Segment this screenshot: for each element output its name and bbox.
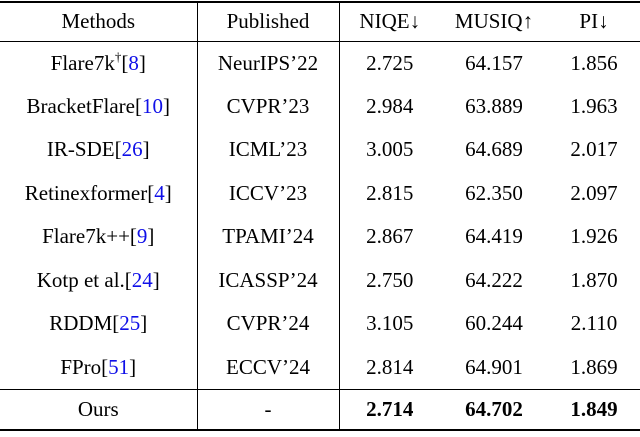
pi-cell: 1.849 (548, 388, 640, 430)
bracket: [ (114, 137, 122, 162)
citation-link[interactable]: 51 (108, 354, 130, 379)
method-name: Flare7k++ (42, 224, 130, 249)
musiq-cell: 64.157 (465, 50, 523, 75)
niqe-cell: 3.105 (366, 311, 414, 336)
col-header-musiq: MUSIQ↑ (440, 2, 548, 42)
bracket: ] (147, 224, 155, 249)
citation-link[interactable]: 4 (154, 180, 165, 205)
method-cell: Retinexformer[4] (0, 171, 198, 215)
method-name: RDDM (49, 311, 113, 336)
table-row: Flare7k†[8] NeurIPS’22 2.725 64.157 1.85… (0, 41, 640, 85)
niqe-cell: 2.815 (366, 180, 414, 205)
method-cell: FPro[51] (0, 345, 198, 389)
table-row: IR-SDE[26] ICML’23 3.005 64.689 2.017 (0, 128, 640, 172)
col-header-published: Published (197, 2, 340, 42)
bracket: [ (129, 224, 137, 249)
published-cell: ICCV’23 (197, 171, 340, 215)
niqe-cell: 2.714 (339, 388, 440, 430)
musiq-cell: 64.689 (465, 137, 523, 162)
table-row: Retinexformer[4] ICCV’23 2.815 62.350 2.… (0, 171, 640, 215)
niqe-cell: 2.814 (366, 354, 414, 379)
pi-cell: 2.110 (570, 311, 618, 336)
ours-row: Ours - 2.714 64.702 1.849 (0, 388, 640, 430)
published-cell: ICASSP’24 (197, 258, 340, 302)
pi-cell: 1.963 (570, 93, 618, 118)
header-row: Methods Published NIQE↓ MUSIQ↑ PI↓ (0, 2, 640, 42)
bracket: [ (101, 354, 109, 379)
pi-cell: 2.017 (570, 137, 618, 162)
musiq-cell: 60.244 (465, 311, 523, 336)
method-cell: BracketFlare[10] (0, 84, 198, 128)
method-cell: Kotp et al.[24] (0, 258, 198, 302)
musiq-cell: 64.901 (465, 354, 523, 379)
method-name: Retinexformer (24, 180, 148, 205)
bracket: ] (162, 93, 170, 118)
dagger-mark: † (114, 48, 122, 64)
published-cell: ECCV’24 (197, 345, 340, 389)
citation-link[interactable]: 26 (121, 137, 143, 162)
bracket: ] (138, 50, 146, 75)
published-cell: ICML’23 (197, 128, 340, 172)
table-row: BracketFlare[10] CVPR’23 2.984 63.889 1.… (0, 84, 640, 128)
musiq-cell: 63.889 (465, 93, 523, 118)
method-cell: RDDM[25] (0, 302, 198, 346)
niqe-cell: 2.867 (366, 224, 414, 249)
col-header-methods: Methods (0, 2, 198, 42)
bracket: [ (134, 93, 142, 118)
musiq-cell: 64.419 (465, 224, 523, 249)
citation-link[interactable]: 25 (119, 311, 141, 336)
pi-cell: 2.097 (570, 180, 618, 205)
method-cell: Flare7k†[8] (0, 41, 198, 85)
bracket: ] (164, 180, 172, 205)
bracket: ] (142, 137, 150, 162)
pi-cell: 1.926 (570, 224, 618, 249)
bracket: [ (112, 311, 120, 336)
musiq-cell: 64.702 (440, 388, 548, 430)
table-row: Kotp et al.[24] ICASSP’24 2.750 64.222 1… (0, 258, 640, 302)
table-row: Flare7k++[9] TPAMI’24 2.867 64.419 1.926 (0, 215, 640, 259)
method-cell: IR-SDE[26] (0, 128, 198, 172)
method-cell: Flare7k++[9] (0, 215, 198, 259)
published-cell: - (197, 388, 340, 430)
method-name: BracketFlare (26, 93, 135, 118)
bracket: ] (152, 267, 160, 292)
published-cell: CVPR’23 (197, 84, 340, 128)
niqe-cell: 2.725 (366, 50, 414, 75)
citation-link[interactable]: 8 (128, 50, 139, 75)
musiq-cell: 62.350 (465, 180, 523, 205)
citation-link[interactable]: 9 (136, 224, 148, 249)
citation-link[interactable]: 10 (141, 93, 163, 118)
bracket: [ (121, 50, 129, 75)
method-name: Flare7k (50, 50, 115, 75)
published-cell: TPAMI’24 (197, 215, 340, 259)
col-header-niqe: NIQE↓ (339, 2, 440, 42)
pi-cell: 1.869 (570, 354, 618, 379)
niqe-cell: 2.984 (366, 93, 414, 118)
bracket: ] (129, 354, 137, 379)
bracket: [ (124, 267, 132, 292)
bracket: ] (140, 311, 148, 336)
table-row: RDDM[25] CVPR’24 3.105 60.244 2.110 (0, 302, 640, 346)
col-header-pi: PI↓ (548, 2, 640, 42)
pi-cell: 1.870 (570, 267, 618, 292)
method-cell: Ours (0, 388, 198, 430)
niqe-cell: 3.005 (366, 137, 414, 162)
method-name: Kotp et al. (36, 267, 125, 292)
pi-cell: 1.856 (570, 50, 618, 75)
bracket: [ (147, 180, 155, 205)
niqe-cell: 2.750 (366, 267, 414, 292)
citation-link[interactable]: 24 (131, 267, 153, 292)
published-cell: CVPR’24 (197, 302, 340, 346)
method-name: FPro (60, 354, 102, 379)
published-cell: NeurIPS’22 (197, 41, 340, 85)
musiq-cell: 64.222 (465, 267, 523, 292)
table-row: FPro[51] ECCV’24 2.814 64.901 1.869 (0, 345, 640, 389)
method-name: IR-SDE (46, 137, 115, 162)
